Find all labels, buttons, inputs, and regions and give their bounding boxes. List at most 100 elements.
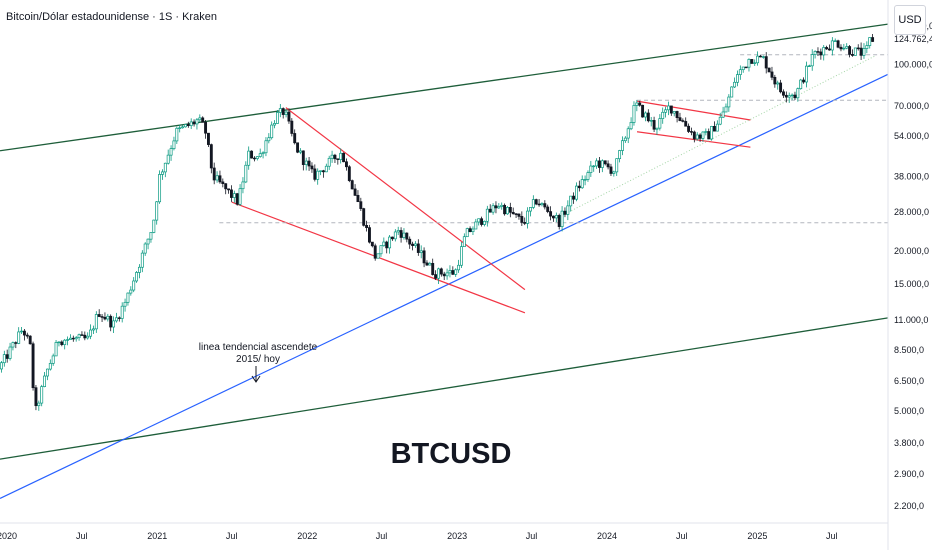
candle [146, 238, 150, 250]
candle [819, 48, 823, 60]
channel-lower-line[interactable] [0, 317, 889, 460]
candle [411, 241, 415, 251]
candle [853, 47, 857, 56]
candle [494, 201, 498, 214]
candle [799, 78, 803, 90]
candle [537, 198, 541, 207]
candle [25, 332, 29, 339]
candle [713, 121, 716, 132]
candle [782, 89, 785, 99]
candle [483, 220, 486, 227]
candle [549, 206, 553, 221]
candle [20, 326, 24, 335]
candle [80, 331, 84, 336]
candle [63, 338, 67, 350]
candle [37, 400, 41, 411]
candle [307, 156, 311, 171]
channel-upper-line[interactable] [0, 23, 889, 152]
candle [175, 126, 179, 144]
candle [304, 157, 308, 171]
candle [255, 156, 259, 161]
candle [678, 112, 682, 122]
candle [414, 241, 417, 248]
arrow-down-icon [251, 366, 261, 383]
candle [322, 169, 325, 178]
drawing-layer [0, 23, 889, 499]
candle [298, 148, 302, 155]
candle [805, 61, 808, 88]
candle [408, 236, 412, 249]
candle [828, 44, 831, 51]
price-tick-label: 28.000,0 [894, 207, 929, 217]
candle [500, 202, 504, 210]
candle [382, 237, 386, 247]
candle [114, 312, 118, 323]
candle [721, 106, 725, 118]
candle [54, 340, 58, 357]
candle [724, 103, 728, 113]
candle [290, 118, 294, 137]
candle [2, 350, 6, 367]
candle [48, 359, 52, 371]
candle [68, 334, 72, 340]
time-tick-label: Jul [826, 531, 838, 541]
candle [166, 149, 170, 165]
candle [241, 177, 245, 194]
candle [163, 162, 167, 178]
wedge-upper-line[interactable] [285, 107, 526, 291]
candle [810, 49, 814, 71]
candle [701, 131, 705, 142]
candle [638, 100, 642, 107]
candle [497, 203, 501, 209]
candle [186, 121, 190, 128]
price-tick-label: 100.000,0 [894, 60, 932, 70]
candle [744, 66, 748, 69]
candle [0, 360, 3, 373]
candle [31, 341, 35, 391]
candle [862, 43, 866, 59]
price-tick-label: 20.000,0 [894, 246, 929, 256]
candle [442, 271, 446, 281]
candle [247, 146, 251, 170]
time-tick-label: Jul [676, 531, 688, 541]
candle [753, 59, 757, 66]
candle [546, 204, 550, 214]
candle [439, 267, 443, 277]
price-tick-label: 8.500,0 [894, 345, 924, 355]
candle [100, 313, 104, 323]
flag-upper-line[interactable] [636, 100, 751, 121]
candle [589, 160, 593, 177]
dotted-guide-line[interactable] [560, 55, 876, 217]
flag-lower-line[interactable] [636, 131, 751, 148]
price-tick-label: 2.900,0 [894, 469, 924, 479]
candle [704, 128, 708, 136]
price-tick-label: 38.000,0 [894, 172, 929, 182]
candle [557, 213, 561, 230]
candle [845, 43, 849, 50]
candle [445, 268, 449, 280]
candle [261, 151, 265, 159]
candle [97, 309, 101, 318]
candle [675, 110, 679, 123]
candle [94, 311, 98, 333]
candle [51, 353, 55, 366]
candle [491, 203, 495, 215]
candle [140, 250, 144, 273]
candle [684, 117, 688, 127]
candle [468, 226, 472, 233]
trendline-line[interactable] [0, 73, 889, 499]
candle [137, 264, 141, 279]
candle [57, 341, 61, 347]
currency-selector[interactable]: USD [894, 5, 926, 35]
candle [770, 66, 774, 81]
price-tick-label: 70.000,0 [894, 101, 929, 111]
candle [790, 93, 794, 101]
symbol-watermark: BTCUSD [391, 438, 512, 470]
candle [606, 160, 610, 170]
candle [508, 202, 512, 218]
candle [250, 150, 254, 159]
candle [356, 190, 360, 203]
candle [448, 265, 452, 278]
candle [267, 133, 271, 144]
